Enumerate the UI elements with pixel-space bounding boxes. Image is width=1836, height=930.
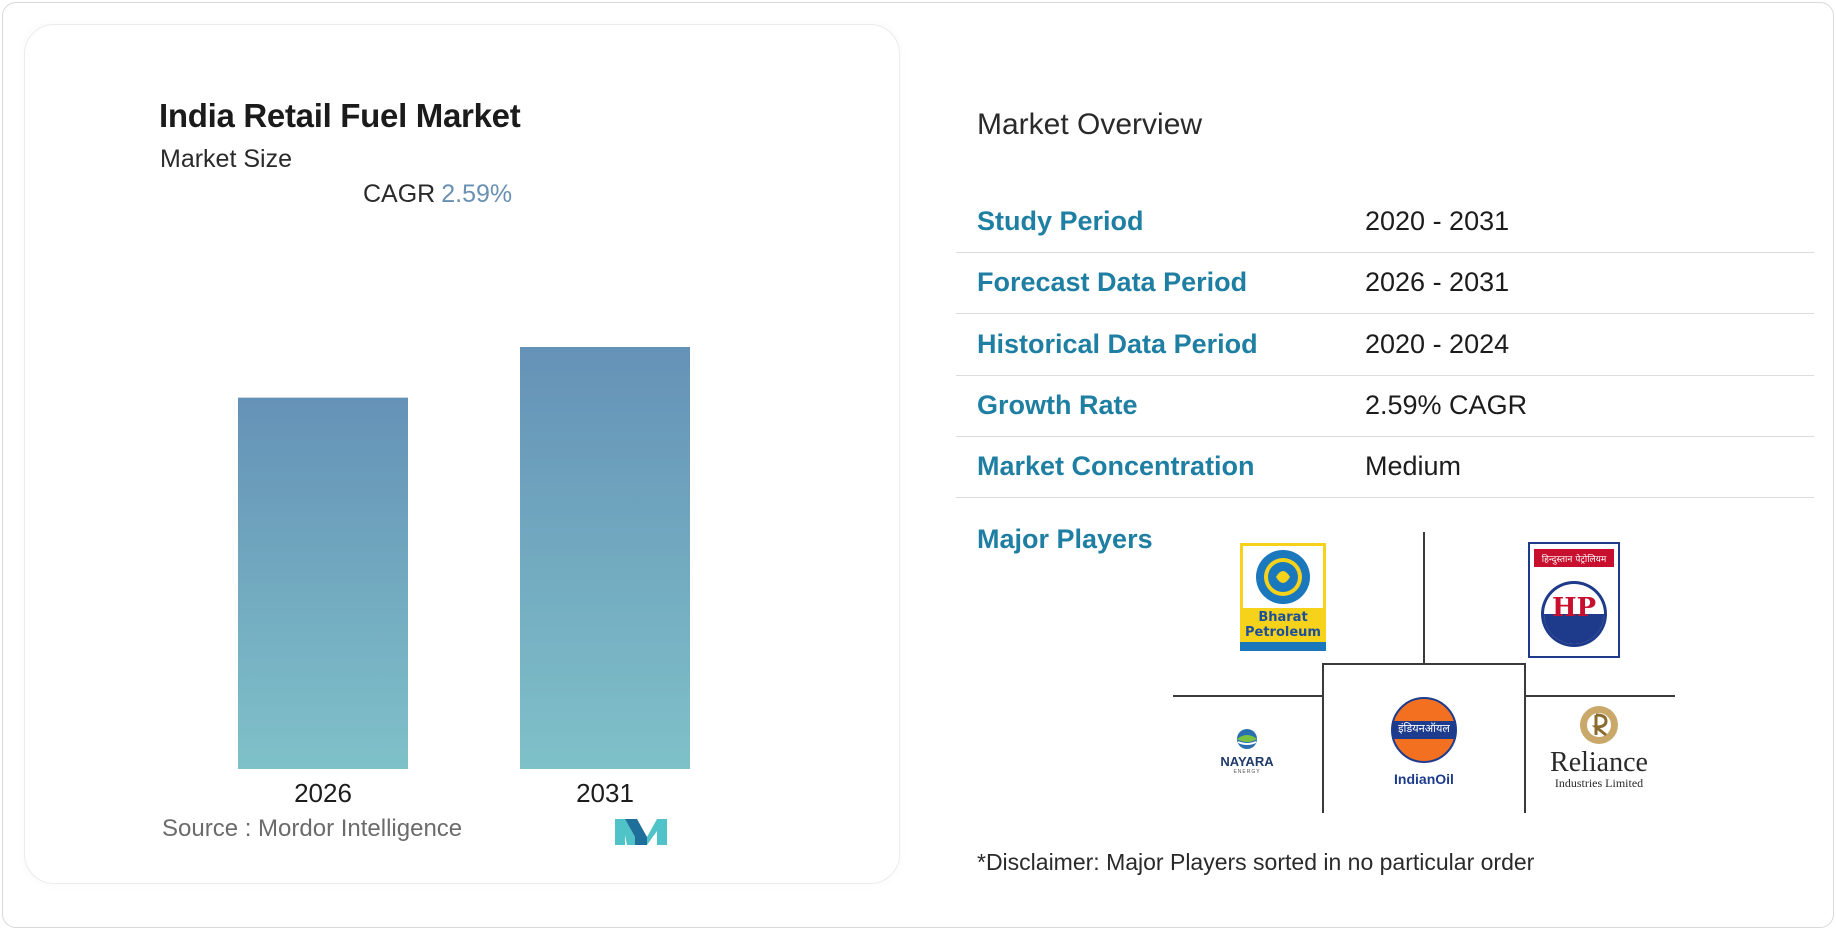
grid-divider <box>1524 663 1526 813</box>
reliance-logo: Reliance Industries Limited <box>1537 705 1661 791</box>
nayara-icon <box>1237 729 1257 749</box>
grid-divider <box>1322 663 1324 813</box>
major-players-label: Major Players <box>977 524 1153 554</box>
indianoil-logo: इंडियनऑयल IndianOil <box>1388 697 1460 787</box>
grid-divider <box>1423 532 1425 664</box>
cagr-text: CAGR <box>363 180 436 208</box>
overview-row: Market Concentration Medium <box>956 437 1814 498</box>
grid-divider <box>1322 663 1525 665</box>
overview-row: Historical Data Period 2020 - 2024 <box>956 315 1814 376</box>
svg-text:HP: HP <box>1552 593 1596 623</box>
bharat-petroleum-icon <box>1240 543 1326 651</box>
hp-logo: HP हिन्दुस्तान पेट्रोलियम <box>1528 542 1620 663</box>
disclaimer: *Disclaimer: Major Players sorted in no … <box>977 849 1535 875</box>
chart-subtitle: Market Size <box>160 145 292 173</box>
source-text: Source : Mordor Intelligence <box>162 815 463 842</box>
overview-row: Forecast Data Period 2026 - 2031 <box>956 253 1814 314</box>
hp-icon: HP <box>1528 542 1620 658</box>
cagr-label: CAGR 2.59% <box>363 180 512 209</box>
row-value: 2026 - 2031 <box>1365 267 1510 297</box>
grid-divider <box>1525 695 1675 697</box>
overview-row: Growth Rate 2.59% CAGR <box>956 376 1814 437</box>
row-label: Forecast Data Period <box>977 267 1248 297</box>
cagr-value: 2.59% <box>441 180 513 208</box>
hp-devanagari: हिन्दुस्तान पेट्रोलियम <box>1541 555 1607 565</box>
row-label: Study Period <box>977 206 1144 236</box>
indianoil-icon <box>1391 697 1457 763</box>
reliance-name: Reliance <box>1550 747 1648 778</box>
bars-group: 2026 2031 <box>238 347 690 808</box>
bharat-line1: Bharat <box>1258 610 1308 625</box>
chart-title: India Retail Fuel Market <box>159 97 521 134</box>
bharat-line2: Petroleum <box>1245 625 1321 640</box>
row-value: 2.59% CAGR <box>1365 390 1528 420</box>
row-label: Market Concentration <box>977 451 1255 481</box>
chart-card <box>24 24 900 884</box>
bharat-petroleum-logo: Bharat Petroleum <box>1240 543 1326 656</box>
reliance-sub: Industries Limited <box>1554 776 1644 790</box>
grid-divider <box>1173 695 1323 697</box>
bar-2031 <box>520 347 690 769</box>
reliance-icon <box>1580 706 1618 744</box>
bar-chart: 2026 2031 <box>238 347 690 808</box>
row-label: Growth Rate <box>977 390 1138 420</box>
mordor-intelligence-logo <box>615 819 667 845</box>
nayara-logo: NAYARA ENERGY <box>1212 728 1282 775</box>
indianoil-name: IndianOil <box>1394 771 1454 787</box>
indianoil-devanagari: इंडियनऑयल <box>1398 722 1450 735</box>
x-tick-label: 2031 <box>576 778 634 808</box>
row-value: 2020 - 2024 <box>1365 329 1510 359</box>
row-value: Medium <box>1365 451 1462 481</box>
nayara-name: NAYARA <box>1220 754 1274 769</box>
row-label: Historical Data Period <box>977 329 1258 359</box>
overview-title: Market Overview <box>977 108 1203 141</box>
overview-row: Study Period 2020 - 2031 <box>956 192 1814 253</box>
x-tick-label: 2026 <box>294 778 352 808</box>
nayara-sub: ENERGY <box>1233 769 1261 775</box>
row-value: 2020 - 2031 <box>1365 206 1510 236</box>
bar-2026 <box>238 397 408 769</box>
